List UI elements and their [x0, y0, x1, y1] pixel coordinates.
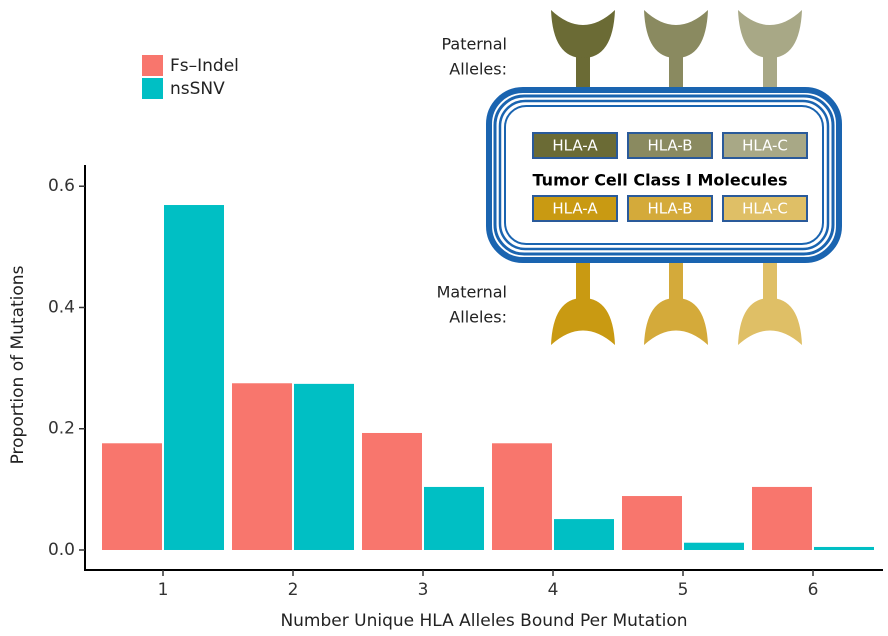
y-tick-label: 0.4	[48, 297, 75, 317]
bar	[752, 486, 812, 550]
receptor-stem	[576, 255, 590, 305]
receptor-cup	[644, 10, 708, 58]
bar	[424, 486, 484, 550]
legend-swatch	[142, 78, 163, 99]
receptor-cup	[551, 10, 615, 58]
hla-label: HLA-A	[552, 137, 598, 155]
y-tick-label: 0.0	[48, 540, 75, 560]
hla-label: HLA-B	[647, 200, 692, 218]
x-tick-label: 5	[678, 580, 689, 600]
bar	[102, 443, 162, 550]
cell-membrane	[493, 94, 835, 256]
bar	[232, 383, 292, 550]
x-tick-label: 1	[158, 580, 169, 600]
allele-label: Paternal	[441, 35, 507, 54]
allele-label: Alleles:	[449, 60, 507, 79]
x-tick-label: 6	[808, 580, 819, 600]
hla-box	[627, 195, 713, 222]
hla-label: HLA-C	[742, 200, 788, 218]
y-axis-label: Proportion of Mutations	[8, 265, 28, 464]
hla-box	[627, 132, 713, 159]
bar	[814, 546, 874, 550]
legend-label: nsSNV	[170, 79, 225, 99]
cell-membrane	[498, 99, 830, 251]
bar	[492, 443, 552, 550]
receptor-stem	[669, 255, 683, 305]
x-tick-label: 2	[288, 580, 299, 600]
hla-box	[532, 195, 618, 222]
hla-label: HLA-B	[647, 137, 692, 155]
cell-label: Tumor Cell Class I Molecules	[533, 171, 788, 190]
legend-swatch	[142, 55, 163, 76]
hla-box	[722, 195, 808, 222]
receptor-cup	[738, 298, 802, 345]
bar	[622, 496, 682, 550]
receptor-cup	[644, 298, 708, 345]
y-tick-label: 0.6	[48, 176, 75, 196]
bar	[164, 205, 224, 550]
hla-label: HLA-A	[552, 200, 598, 218]
cell-membrane	[504, 105, 824, 245]
receptor-stem	[763, 255, 777, 305]
x-tick-label: 3	[418, 580, 429, 600]
hla-box	[532, 132, 618, 159]
receptor-cup	[738, 10, 802, 58]
hla-box	[722, 132, 808, 159]
allele-label: Alleles:	[449, 308, 507, 327]
x-tick-label: 4	[548, 580, 559, 600]
bar	[294, 383, 354, 550]
allele-label: Maternal	[437, 283, 507, 302]
receptor-cup	[551, 298, 615, 345]
hla-label: HLA-C	[742, 137, 788, 155]
bar	[554, 519, 614, 550]
x-axis-label: Number Unique HLA Alleles Bound Per Muta…	[280, 611, 687, 631]
bar	[362, 432, 422, 550]
legend-label: Fs–Indel	[170, 56, 239, 76]
y-tick-label: 0.2	[48, 419, 75, 439]
bar	[684, 542, 744, 550]
